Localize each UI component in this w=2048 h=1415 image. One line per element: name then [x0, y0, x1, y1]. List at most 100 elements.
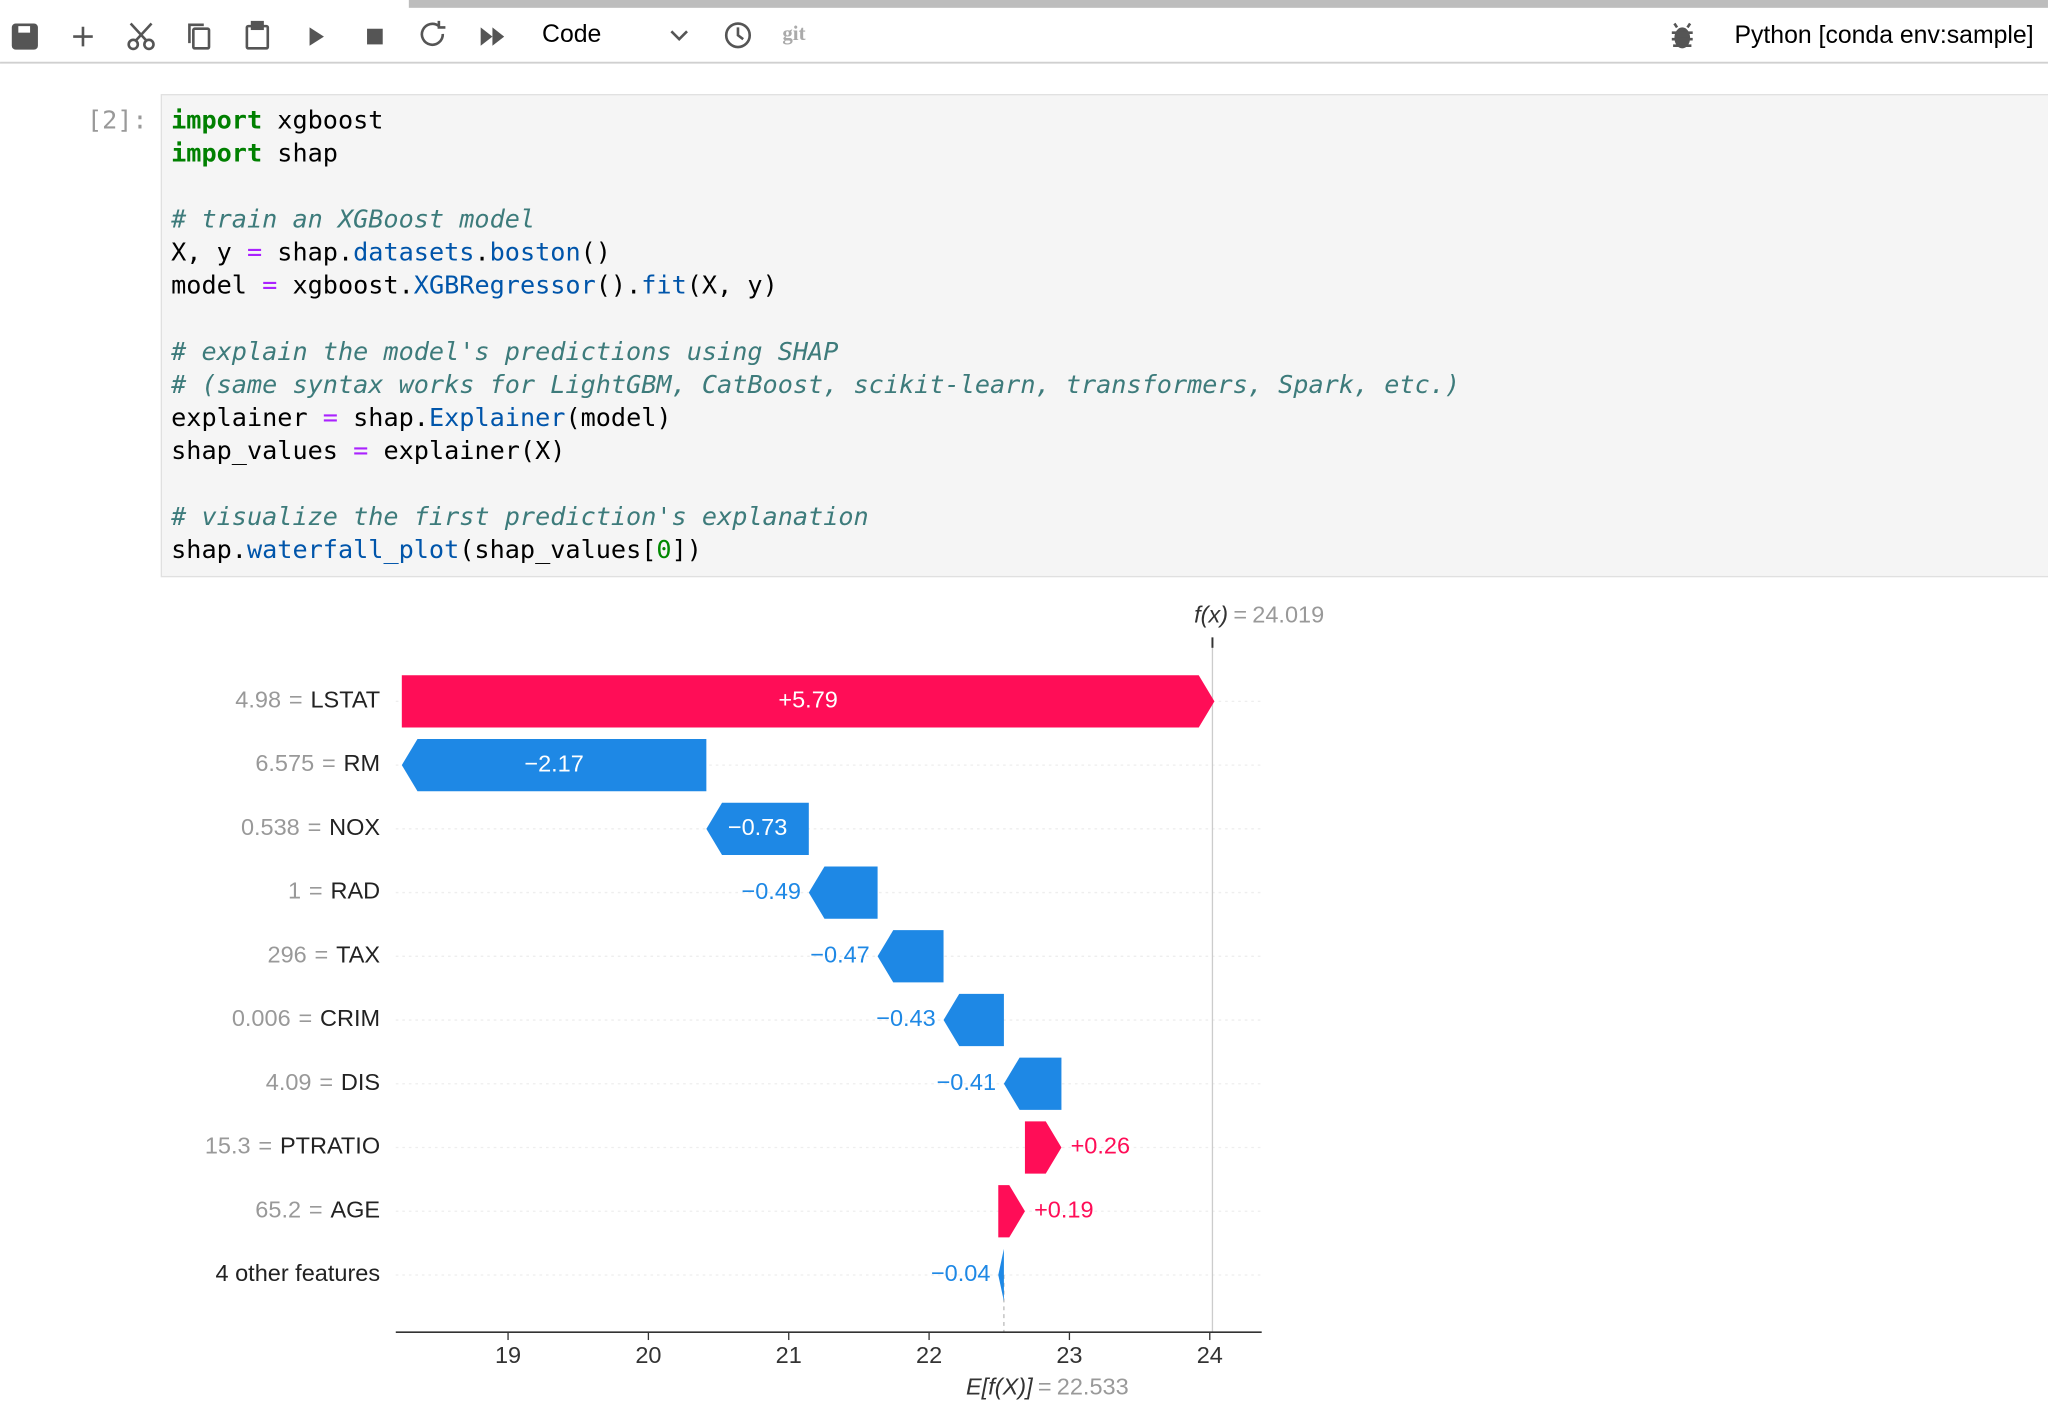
git-button[interactable]: git: [782, 21, 805, 45]
bar: [1003, 1057, 1062, 1110]
value-label: +0.19: [1034, 1196, 1093, 1222]
feature-label: 15.3 = PTRATIO: [205, 1133, 380, 1159]
cell-type-select[interactable]: Code: [542, 21, 601, 48]
run-button[interactable]: [309, 27, 324, 46]
save-button[interactable]: [11, 23, 38, 50]
bar: [808, 866, 878, 919]
separator: =: [322, 750, 336, 776]
value-label: −0.41: [937, 1069, 996, 1095]
feature-label: 296 = TAX: [268, 942, 381, 968]
cell-type-chevron[interactable]: [670, 30, 688, 42]
code-token: boston: [490, 238, 581, 267]
separator: =: [309, 1196, 323, 1222]
code-token: fit: [641, 271, 686, 300]
bar: [706, 802, 809, 855]
debugger-button[interactable]: [1671, 22, 1693, 49]
feature-name: CRIM: [320, 1005, 380, 1031]
value-label: −0.49: [742, 878, 801, 904]
bar: [401, 738, 707, 792]
x-tick-label: 23: [1056, 1342, 1082, 1368]
code-token: X, y: [171, 238, 247, 267]
code-line: # train an XGBoost model: [170, 205, 535, 234]
code-line: X, y = shap.datasets.boston(): [171, 238, 611, 267]
code-token: import: [171, 139, 262, 168]
separator: =: [315, 942, 329, 968]
x-tick-label: 19: [495, 1342, 521, 1368]
kernel-name[interactable]: Python [conda env:sample]: [1734, 22, 2033, 49]
code-token: ]): [672, 535, 702, 564]
feature-name: RM: [344, 750, 381, 776]
code-line: # explain the model's predictions using …: [170, 337, 838, 366]
fx-label: f(x): [1194, 602, 1228, 628]
x-tick-label: 24: [1197, 1342, 1223, 1368]
code-line: import xgboost: [171, 105, 383, 134]
expected-annotation: E[f(X)] = 22.533: [966, 1374, 1129, 1400]
code-token: shap_values: [171, 436, 353, 465]
code-token: =: [262, 271, 277, 300]
bar: [998, 1248, 1004, 1302]
feature-label: 4 other features: [215, 1260, 380, 1286]
feature-label: 4.98 = LSTAT: [235, 687, 380, 713]
separator: =: [1038, 1374, 1052, 1400]
x-tick-label: 22: [916, 1342, 942, 1368]
x-tick-label: 20: [635, 1342, 661, 1368]
code-token: # train an XGBoost model: [170, 205, 535, 234]
code-token: 0: [656, 535, 671, 564]
code-token: shap.: [338, 403, 429, 432]
code-token: # explain the model's predictions using …: [170, 337, 838, 366]
bar: [943, 993, 1004, 1047]
feature-label: 0.538 = NOX: [241, 814, 380, 840]
code-line: model = xgboost.XGBRegressor().fit(X, y): [171, 271, 778, 300]
history-button[interactable]: [724, 22, 752, 49]
code-token: .: [474, 238, 489, 267]
feature-value: 296: [268, 942, 307, 968]
feature-name: LSTAT: [310, 687, 380, 713]
separator: =: [308, 814, 322, 840]
cell-prompt: [2]:: [87, 105, 148, 134]
code-token: shap.: [262, 238, 353, 267]
code-token: (model): [565, 403, 671, 432]
feature-label: 4.09 = DIS: [266, 1069, 380, 1095]
feature-value: 1: [288, 878, 301, 904]
value-label: +5.79: [778, 687, 837, 713]
expected-value: 22.533: [1057, 1374, 1129, 1400]
progress-bar: [408, 0, 2048, 8]
code-cell[interactable]: [160, 94, 2048, 578]
feature-value: 65.2: [255, 1196, 301, 1222]
paste-button[interactable]: [245, 20, 270, 50]
value-label: −0.43: [876, 1005, 935, 1031]
copy-button[interactable]: [188, 23, 211, 50]
value-label: −2.17: [524, 750, 583, 776]
bar: [401, 675, 1215, 728]
value-label: −0.47: [810, 942, 869, 968]
feature-name: PTRATIO: [280, 1133, 380, 1159]
code-token: =: [353, 436, 368, 465]
code-token: (): [581, 238, 611, 267]
toolbar-icons: [11, 20, 1693, 51]
feature-value: 4.09: [266, 1069, 312, 1095]
code-token: model: [171, 271, 262, 300]
add-button[interactable]: [73, 26, 93, 47]
code-line: # visualize the first prediction's expla…: [170, 502, 869, 531]
feature-name: NOX: [329, 814, 380, 840]
code-token: shap: [262, 139, 338, 168]
code-token: datasets: [353, 238, 474, 267]
code-token: xgboost: [262, 105, 383, 134]
separator: =: [258, 1133, 272, 1159]
feature-name: RAD: [330, 878, 380, 904]
value-label: −0.04: [931, 1260, 990, 1286]
code-token: import: [171, 105, 262, 134]
bar: [998, 1185, 1025, 1238]
code-token: explainer: [171, 403, 323, 432]
code-token: XGBRegressor: [414, 271, 596, 300]
feature-name: 4 other features: [215, 1260, 380, 1286]
run-all-button[interactable]: [480, 27, 505, 46]
stop-button[interactable]: [367, 28, 383, 45]
code-token: xgboost.: [277, 271, 413, 300]
feature-name: DIS: [341, 1069, 380, 1095]
restart-button[interactable]: [420, 20, 446, 46]
cut-button[interactable]: [127, 22, 155, 51]
code-token: ().: [596, 271, 642, 300]
